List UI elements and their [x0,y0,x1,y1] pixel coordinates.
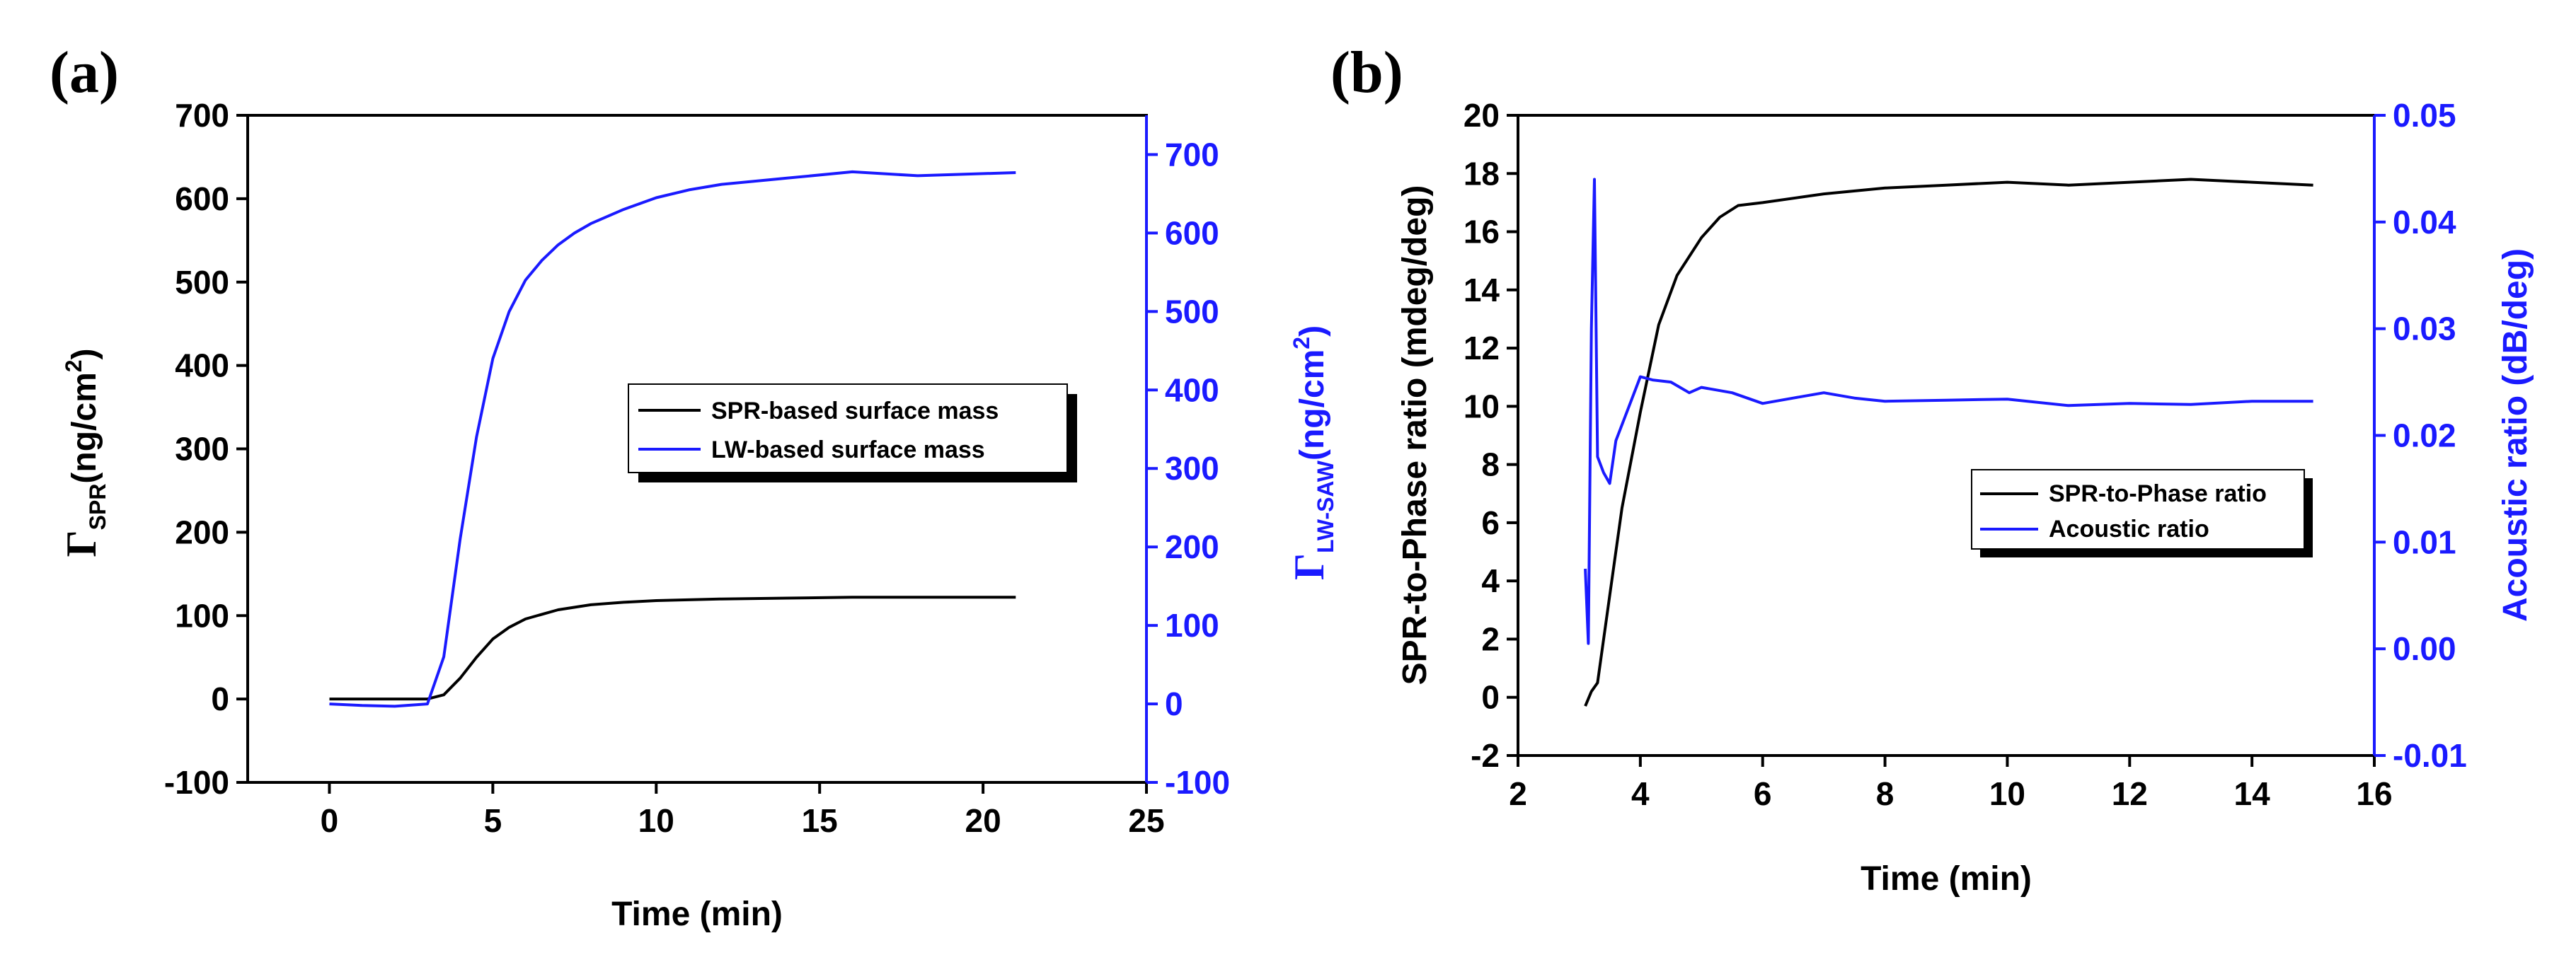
panel-a-y2label-sup: 2 [1289,337,1314,349]
y-tick-label: 600 [175,180,229,217]
panel-b-legend-label-spr: SPR-to-Phase ratio [2049,480,2267,507]
y2-tick-label: 0.05 [2393,97,2456,134]
y-tick-label: 2 [1481,620,1500,657]
x-tick-label: 25 [1128,802,1164,839]
y-tick-label: 100 [175,597,229,634]
y-tick-label: -2 [1471,737,1500,774]
y-tick-label: 300 [175,431,229,468]
x-tick-label: 4 [1631,775,1650,812]
panel-a-legend-label-lw: LW-based surface mass [711,436,985,463]
y-tick-label: 700 [175,97,229,134]
x-tick-label: 20 [965,802,1001,839]
panel-a-ylabel-gamma: Γ [58,530,105,557]
panel-b-y-axis-label: SPR-to-Phase ratio (mdeg/deg) [1396,185,1434,685]
panel-b-series [1584,178,2313,707]
panel-a-y-axis-label: ΓSPR(ng/cm2) [58,348,110,557]
y-tick-label: 0 [211,681,229,717]
x-tick-label: 2 [1509,775,1527,812]
panel-b-label: (b) [1330,40,1403,105]
y-tick-label: 8 [1481,446,1500,483]
y2-tick-label: 400 [1165,371,1219,408]
y2-tick-label: 0.00 [2393,630,2456,667]
y2-tick-label: 300 [1165,450,1219,487]
series-line-right [1584,178,2313,645]
panel-b-y2-ticks: -0.01 0.00 0.01 0.02 0.03 0.04 0.05 [2374,97,2467,774]
x-tick-label: 16 [2356,775,2392,812]
panel-a-legend-box [628,383,1068,473]
panel-a: (a) 0 5 10 15 20 25 -100010020030040050060070… [50,40,1338,933]
y2-tick-label: -100 [1165,764,1230,801]
x-tick-label: 10 [1989,775,2025,812]
svg-text:ΓLW-SAW(ng/cm2): ΓLW-SAW(ng/cm2) [1286,325,1338,580]
svg-text:ΓSPR(ng/cm2): ΓSPR(ng/cm2) [58,348,110,557]
y-tick-label: 14 [1464,272,1500,308]
panel-a-x-ticks: 0 5 10 15 20 25 [321,782,1165,839]
x-tick-label: 0 [321,802,339,839]
panel-a-ylabel-sup: 2 [61,359,86,372]
panel-b-x-axis-label: Time (min) [1861,860,2032,898]
panel-b-plot-frame [1517,114,2376,757]
y-tick-label: 400 [175,347,229,384]
y2-tick-label: 200 [1165,528,1219,565]
panel-a-y-ticks: -100 0 100 200 300 400 500 600 700 [164,97,248,801]
y-tick-label: 20 [1464,97,1500,134]
series-line-left [329,596,1016,701]
y2-tick-label: 0 [1165,685,1183,722]
panel-a-series [329,170,1016,708]
y2-tick-label: 0.02 [2393,417,2456,454]
series-line-right [329,170,1016,708]
x-tick-label: 15 [802,802,838,839]
y2-tick-label: 0.04 [2393,204,2456,241]
panel-b-y-ticks: -2 0 2 4 6 8 10 12 14 16 18 20 [1464,97,1518,774]
x-tick-label: 8 [1876,775,1894,812]
y2-tick-label: 500 [1165,293,1219,330]
panel-b-legend-label-acoustic: Acoustic ratio [2049,516,2209,543]
panel-a-x-axis-label: Time (min) [611,896,783,933]
panel-b-x-ticks: 2 4 6 8 10 12 14 16 [1509,756,2393,812]
y2-tick-label: -0.01 [2393,737,2467,774]
panel-a-ylabel-sub: SPR [85,484,110,531]
panel-a-ylabel-close: ) [66,348,103,359]
y2-tick-label: 0.03 [2393,311,2456,347]
y-tick-label: 16 [1464,214,1500,250]
y2-tick-label: 0.01 [2393,523,2456,560]
panel-b-legend-box [1971,469,2305,550]
y-tick-label: 200 [175,514,229,550]
x-tick-label: 5 [484,802,502,839]
panel-a-label: (a) [50,40,119,105]
y-tick-label: 500 [175,264,229,301]
y2-tick-label: 100 [1165,607,1219,644]
panel-b: (b) 2 4 6 8 10 12 14 16 -2 0 2 4 6 8 10 12 14 16 18 20 -0.… [1330,40,2534,898]
y-tick-label: 6 [1481,504,1500,541]
panel-a-y2label-gamma: Γ [1286,553,1333,580]
x-tick-label: 6 [1754,775,1772,812]
panel-b-y2-axis-label: Acoustic ratio (dB/deg) [2497,248,2534,622]
y-tick-label: 4 [1481,562,1500,599]
panel-a-y2-ticks: -100 0 100 200 300 400 500 600 700 [1146,136,1230,801]
panel-a-y2-axis-label: ΓLW-SAW(ng/cm2) [1286,325,1338,580]
y-tick-label: 18 [1464,155,1500,192]
panel-b-legend: SPR-to-Phase ratio Acoustic ratio [1971,469,2313,557]
panel-a-y2label-close: ) [1294,325,1331,337]
y2-tick-label: 600 [1165,214,1219,251]
y2-tick-label: 700 [1165,136,1219,173]
panel-a-ylabel-unit: (ng/cm [66,372,103,483]
series-line-left [1584,178,2313,707]
x-tick-label: 12 [2112,775,2148,812]
x-tick-label: 10 [638,802,674,839]
panel-a-y2label-sub: LW-SAW [1313,460,1338,553]
y-tick-label: -100 [164,764,229,801]
y-tick-label: 0 [1481,679,1500,716]
y-tick-label: 12 [1464,330,1500,366]
panel-a-y2label-unit: (ng/cm [1294,349,1331,461]
panel-a-legend-label-spr: SPR-based surface mass [711,398,999,424]
x-tick-label: 14 [2234,775,2271,812]
panel-a-legend: SPR-based surface mass LW-based surface … [628,383,1077,482]
y-tick-label: 10 [1464,388,1500,424]
